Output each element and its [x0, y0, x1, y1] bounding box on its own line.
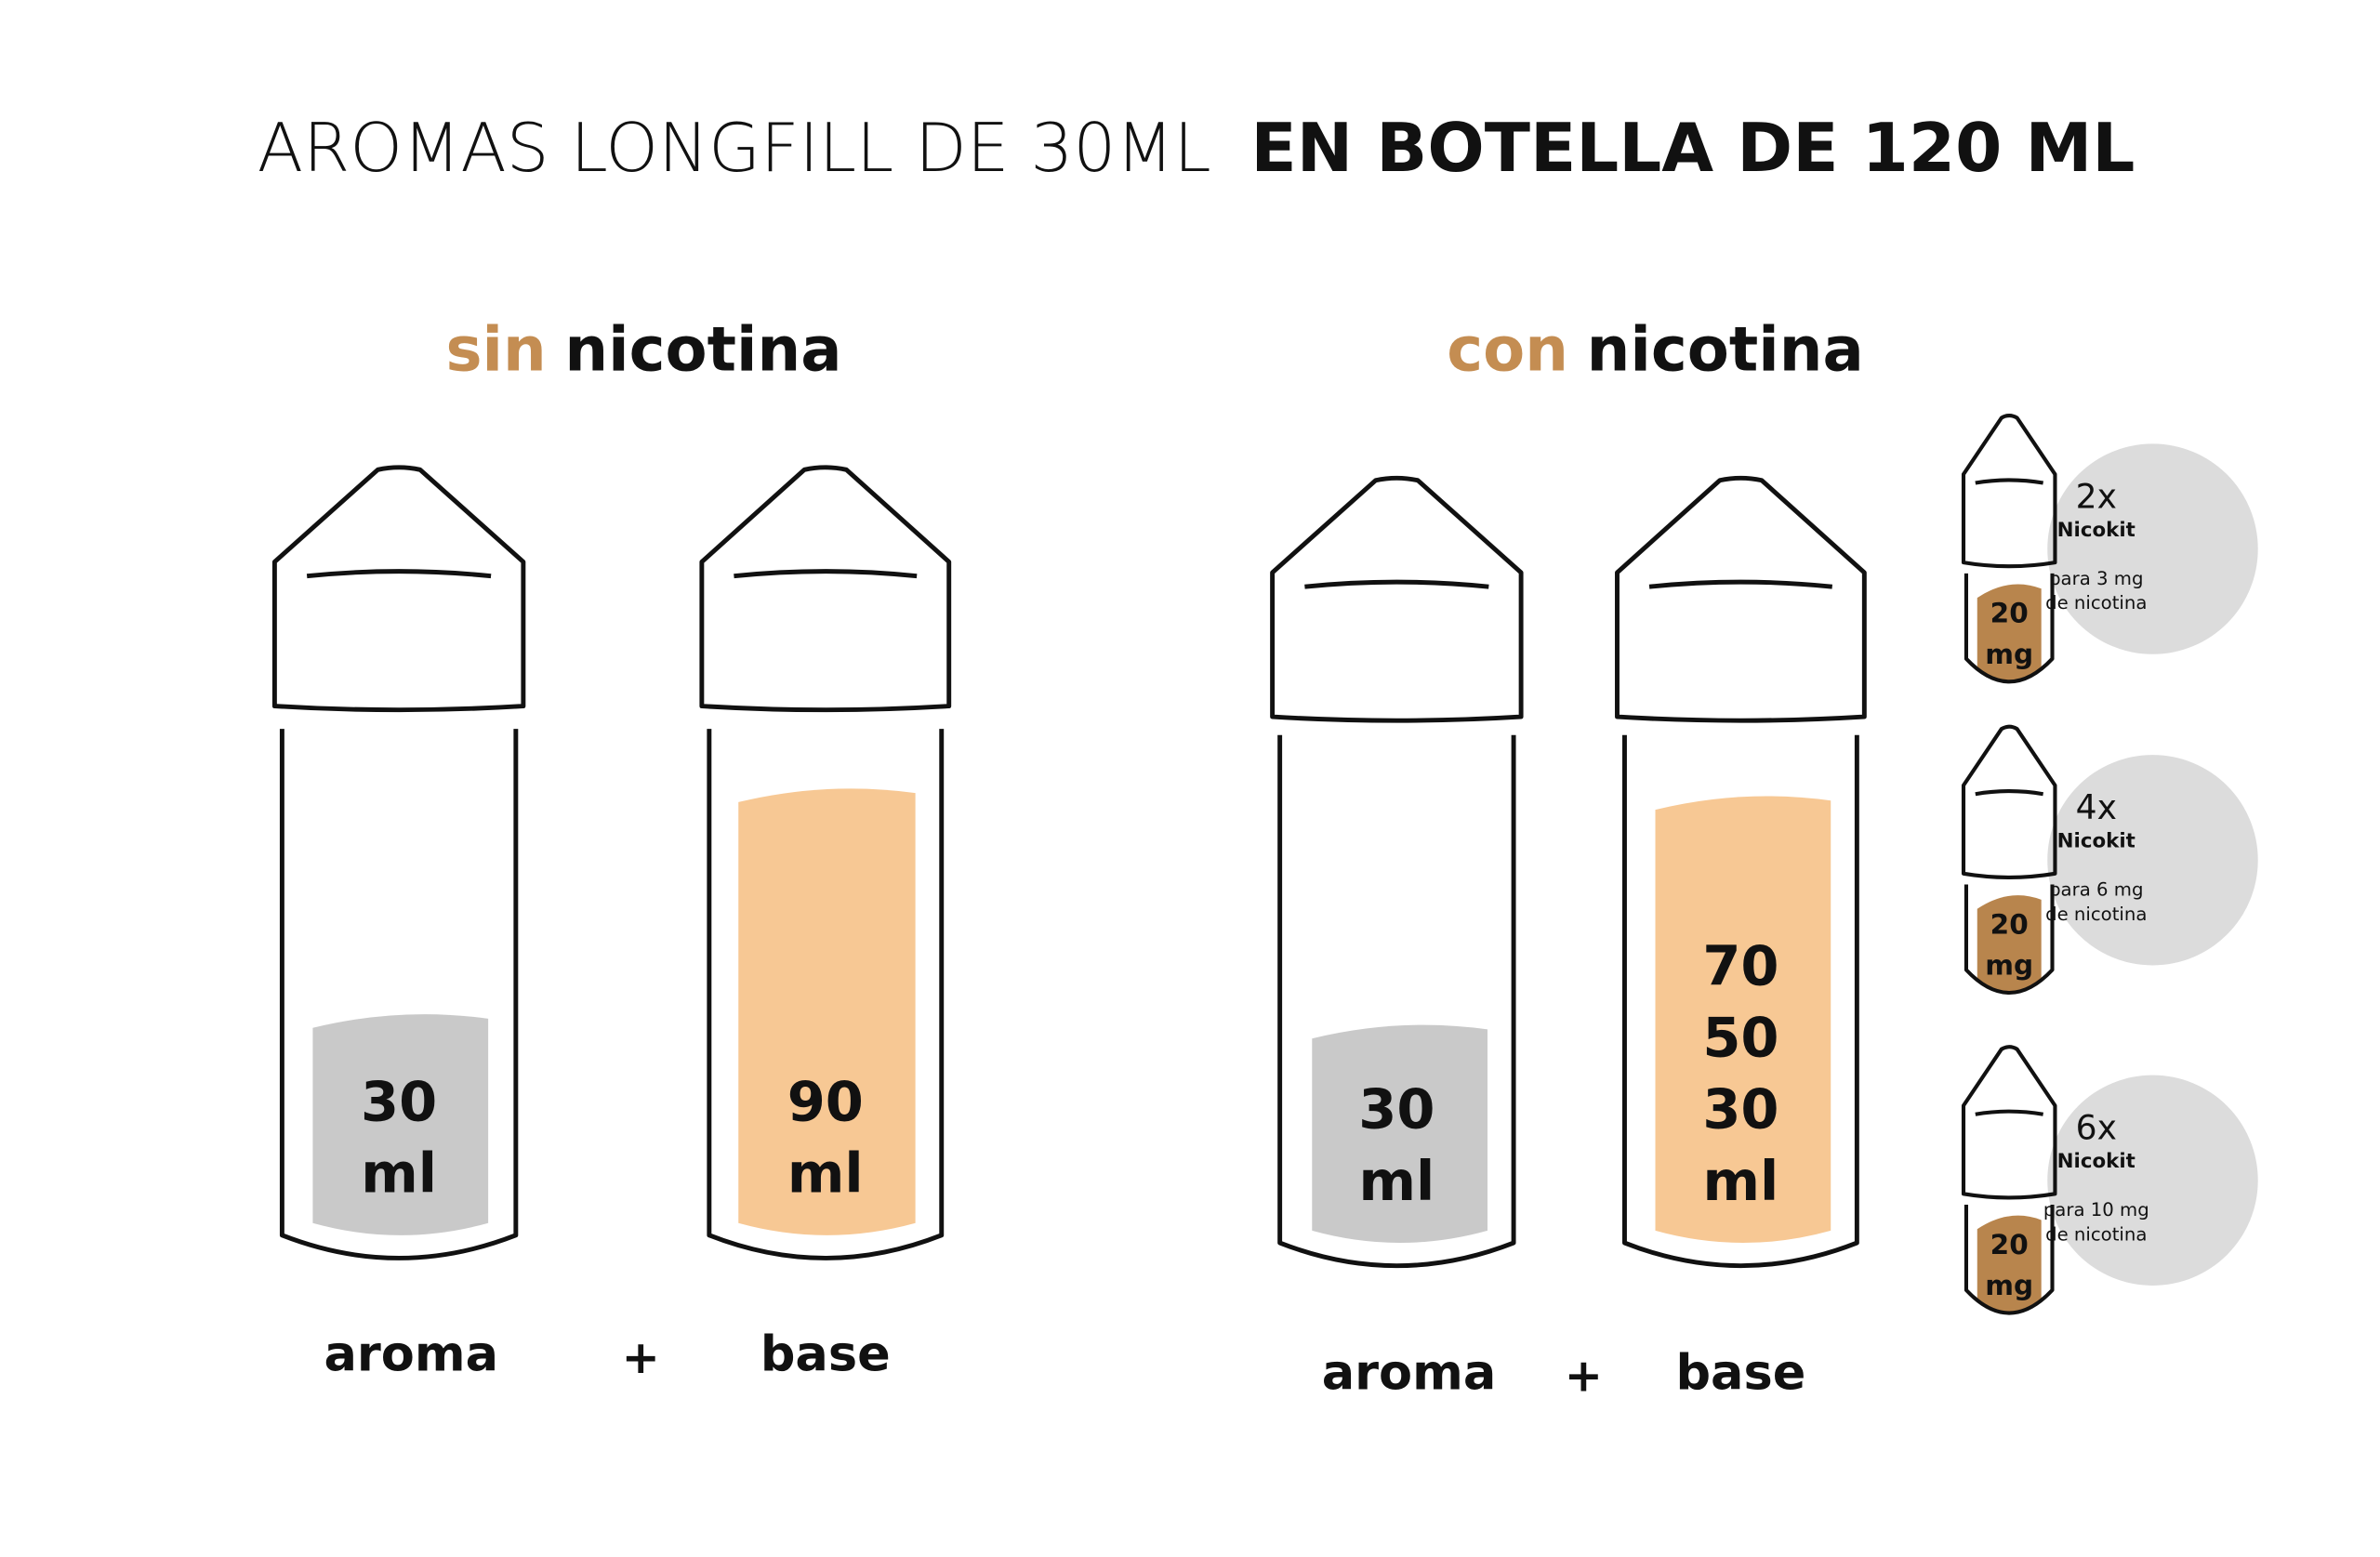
bottle-cap — [1615, 475, 1867, 723]
caption: aroma — [1322, 1344, 1497, 1401]
bottle-cap-line — [1304, 579, 1489, 589]
nicokit-note: para 10 mg — [2043, 1199, 2149, 1221]
bottle-cap — [1961, 1045, 2057, 1200]
nicokit-name: Nicokit — [2057, 1150, 2135, 1173]
nicokit-note: de nicotina — [2045, 1223, 2147, 1245]
liquid — [738, 788, 916, 1235]
bottle-label: 30 — [1702, 1077, 1778, 1141]
bottle-body — [1277, 734, 1516, 1269]
liquid — [1977, 895, 2042, 992]
bottle-cap-line — [734, 569, 918, 579]
nicokit-count: 2x — [2076, 477, 2117, 516]
bottle-body — [1964, 1205, 2055, 1315]
heading-rest: nicotina — [1587, 315, 1864, 386]
bottle-cap — [1961, 724, 2057, 879]
bottle-body — [1622, 734, 1859, 1269]
heading-accent: sin — [445, 315, 546, 386]
nicokit-count: 6x — [2076, 1109, 2117, 1148]
bottle-cap — [699, 465, 952, 713]
bottle-cap-line — [1648, 579, 1833, 589]
liquid — [1655, 796, 1831, 1244]
nicokit-note: de nicotina — [2045, 904, 2147, 925]
bottle-label: ml — [1358, 1149, 1435, 1213]
operator: + — [622, 1330, 660, 1384]
nicokit-count: 4x — [2076, 788, 2117, 827]
title: AROMAS LONGFILL DE 30ML EN BOTELLA DE 12… — [258, 110, 2135, 188]
nicokit-strength: mg — [1985, 639, 2033, 670]
liquid — [312, 1014, 489, 1235]
nicokit-note: de nicotina — [2045, 592, 2147, 614]
bottle-body — [1964, 884, 2055, 995]
liquid — [1977, 584, 2042, 680]
heading-rest: nicotina — [564, 315, 841, 386]
nicokit-strength: 20 — [1990, 598, 2029, 629]
nicokit-strength: 20 — [1990, 908, 2029, 940]
nicokit-strength: 20 — [1990, 1229, 2029, 1260]
section-heading: con nicotina — [1447, 315, 1864, 386]
bottle-label: 30 — [1358, 1077, 1435, 1141]
caption: base — [1675, 1344, 1805, 1401]
bottle-cap-line — [1975, 1109, 2044, 1116]
bottle-cap — [1270, 475, 1524, 723]
heading-accent: con — [1447, 315, 1568, 386]
bottle-cap — [271, 465, 526, 713]
bottle-body — [279, 729, 519, 1260]
bottle-label: ml — [787, 1141, 864, 1206]
nicokit-strength: mg — [1985, 1270, 2033, 1301]
bottle-label: 90 — [787, 1070, 864, 1134]
bottle-cap-line — [306, 569, 492, 579]
liquid — [1977, 1215, 2042, 1312]
caption: aroma — [324, 1326, 498, 1383]
bottle-label: ml — [361, 1141, 437, 1206]
nicokit-note: para 6 mg — [2049, 879, 2143, 901]
nicokit-note: para 3 mg — [2049, 568, 2143, 589]
bottle-cap-line — [1975, 478, 2044, 485]
bottle-cap — [1961, 414, 2057, 569]
bottle-label: ml — [1703, 1149, 1779, 1213]
bottle-body — [1964, 573, 2055, 684]
bottle-label: 70 — [1702, 934, 1778, 998]
title-bold: EN BOTELLA DE 120 ML — [1250, 110, 2135, 188]
nicokit-name: Nicokit — [2057, 830, 2135, 853]
operator: + — [1565, 1349, 1603, 1403]
liquid — [1312, 1024, 1488, 1244]
nicokit-name: Nicokit — [2057, 519, 2135, 542]
nicokit-strength: mg — [1985, 950, 2033, 982]
bottle-body — [707, 729, 945, 1260]
title-light: AROMAS LONGFILL DE 30ML — [258, 110, 1211, 188]
bottle-label: 50 — [1702, 1006, 1778, 1070]
section-heading: sin nicotina — [445, 315, 841, 386]
nicokit-badge — [2047, 755, 2258, 966]
nicokit-badge — [2047, 1075, 2258, 1286]
bottle-cap-line — [1975, 789, 2044, 797]
nicokit-badge — [2047, 443, 2258, 654]
caption: base — [760, 1326, 891, 1383]
bottle-label: 30 — [361, 1070, 437, 1134]
